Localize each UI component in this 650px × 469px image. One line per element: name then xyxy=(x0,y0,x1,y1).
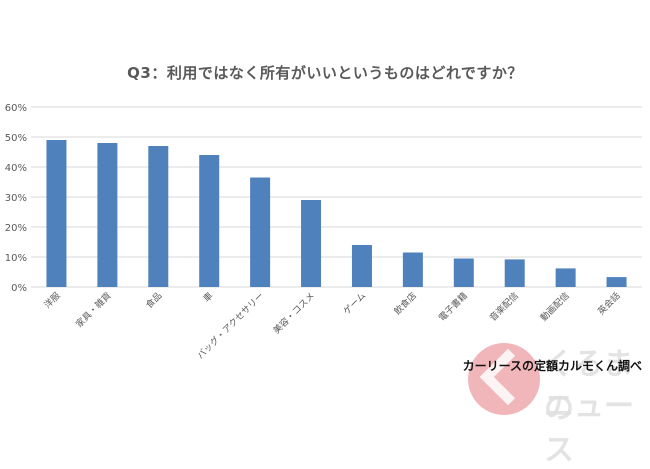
x-tick-label: 車 xyxy=(200,290,215,305)
y-tick-label: 20% xyxy=(5,223,27,234)
bar xyxy=(351,245,372,287)
bar xyxy=(46,140,67,287)
bar xyxy=(301,200,322,287)
logo-badge-icon xyxy=(468,343,540,415)
x-tick-label: 英会話 xyxy=(595,290,623,318)
bar xyxy=(250,177,271,287)
bar xyxy=(402,252,423,287)
x-tick-label: 飲食店 xyxy=(391,290,419,318)
logo-bottom-text: ニュース xyxy=(544,389,634,468)
logo-top-text: くるまの xyxy=(544,347,634,426)
x-tick-label: 動画配信 xyxy=(538,290,572,324)
bar-chart: 0%10%20%30%40%50%60%洋服 家具・雑貨 食品 車バッグ・アクセサリー… xyxy=(5,103,642,361)
bar xyxy=(606,277,627,287)
y-tick-label: 10% xyxy=(5,253,27,264)
x-tick-label: 食品 xyxy=(143,290,164,311)
bar xyxy=(504,259,525,287)
x-tick-label: 音楽配信 xyxy=(487,290,521,324)
site-logo: くるまの ニュース xyxy=(468,337,648,468)
bar xyxy=(97,143,118,287)
bar xyxy=(453,258,474,287)
y-tick-label: 30% xyxy=(5,193,27,204)
y-tick-label: 40% xyxy=(5,163,27,174)
y-tick-label: 60% xyxy=(5,103,27,114)
x-tick-label: ゲーム xyxy=(341,290,368,317)
chart-title: Q3：利用ではなく所有がいいというものはどれですか？ xyxy=(127,64,523,82)
x-tick-label: 家具・雑貨 xyxy=(73,290,113,330)
y-tick-label: 0% xyxy=(11,283,27,294)
bar xyxy=(199,155,220,287)
bar xyxy=(555,268,576,287)
source-note: カーリースの定額カルモくん調べ xyxy=(462,359,642,373)
x-tick-label: 洋服 xyxy=(41,290,62,311)
bar xyxy=(148,146,169,287)
x-tick-label: 電子書籍 xyxy=(436,290,470,324)
x-tick-label: 美容・コスメ xyxy=(270,290,317,337)
y-tick-label: 50% xyxy=(5,133,27,144)
